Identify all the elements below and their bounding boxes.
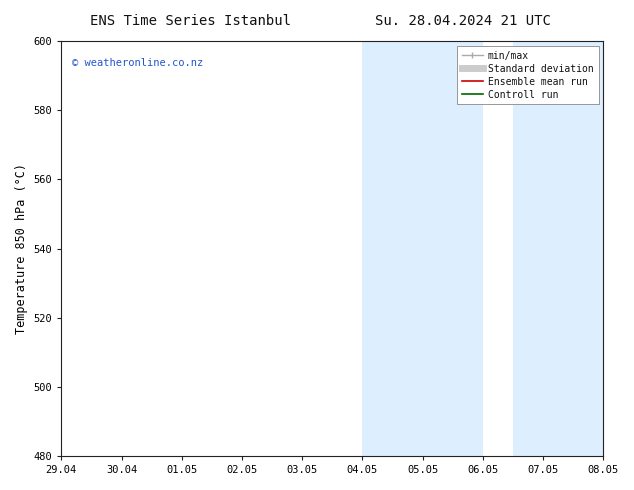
Text: © weatheronline.co.nz: © weatheronline.co.nz: [72, 58, 204, 68]
Text: Su. 28.04.2024 21 UTC: Su. 28.04.2024 21 UTC: [375, 14, 551, 28]
Bar: [513, 41, 633, 456]
Bar: [363, 41, 483, 456]
Legend: min/max, Standard deviation, Ensemble mean run, Controll run: min/max, Standard deviation, Ensemble me…: [456, 46, 598, 104]
Text: ENS Time Series Istanbul: ENS Time Series Istanbul: [89, 14, 291, 28]
Y-axis label: Temperature 850 hPa (°C): Temperature 850 hPa (°C): [15, 163, 28, 334]
